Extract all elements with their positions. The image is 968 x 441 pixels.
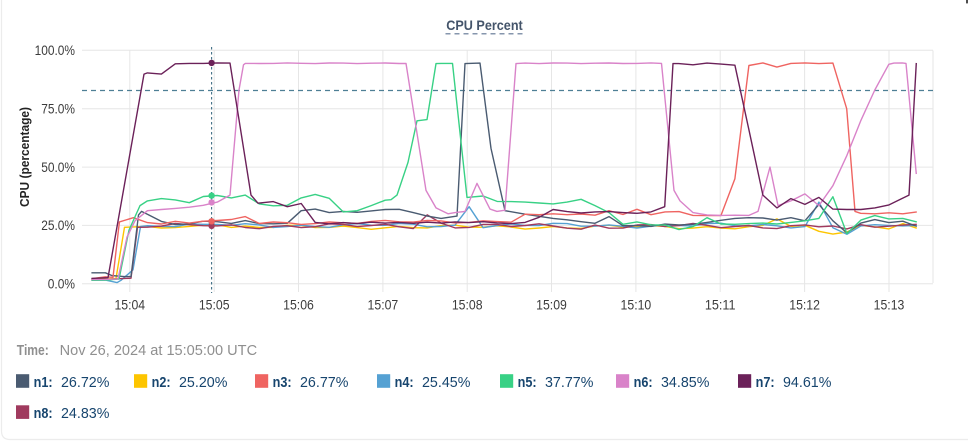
svg-text:15:05: 15:05 xyxy=(199,297,230,312)
svg-text:n3:: n3: xyxy=(273,375,292,391)
svg-text:0.0%: 0.0% xyxy=(48,277,75,292)
svg-text:CPU Percent: CPU Percent xyxy=(446,17,523,33)
svg-text:25.45%: 25.45% xyxy=(422,375,471,391)
svg-text:50.0%: 50.0% xyxy=(41,160,75,175)
svg-text:Time:: Time: xyxy=(17,343,49,359)
svg-text:15:09: 15:09 xyxy=(536,297,567,312)
svg-text:34.85%: 34.85% xyxy=(661,375,710,391)
svg-text:15:08: 15:08 xyxy=(452,297,483,312)
svg-text:n7:: n7: xyxy=(756,375,775,391)
svg-text:n6:: n6: xyxy=(634,375,653,391)
svg-text:15:12: 15:12 xyxy=(789,297,820,312)
svg-text:24.83%: 24.83% xyxy=(61,406,110,422)
svg-text:n4:: n4: xyxy=(395,375,414,391)
svg-text:n1:: n1: xyxy=(34,375,53,391)
svg-text:37.77%: 37.77% xyxy=(545,375,594,391)
svg-text:n5:: n5: xyxy=(518,375,537,391)
svg-text:n2:: n2: xyxy=(152,375,171,391)
svg-text:100.0%: 100.0% xyxy=(35,43,75,58)
svg-text:CPU (percentage): CPU (percentage) xyxy=(18,107,32,207)
svg-text:26.77%: 26.77% xyxy=(300,375,349,391)
svg-text:25.0%: 25.0% xyxy=(41,218,75,233)
svg-text:15:06: 15:06 xyxy=(283,297,314,312)
svg-text:15:07: 15:07 xyxy=(368,297,399,312)
svg-text:25.20%: 25.20% xyxy=(179,375,228,391)
svg-text:75.0%: 75.0% xyxy=(41,102,75,117)
svg-text:15:11: 15:11 xyxy=(705,297,736,312)
svg-text:15:10: 15:10 xyxy=(621,297,652,312)
svg-text:26.72%: 26.72% xyxy=(61,375,110,391)
svg-text:15:04: 15:04 xyxy=(114,297,145,312)
svg-text:n8:: n8: xyxy=(34,406,53,422)
svg-text:94.61%: 94.61% xyxy=(783,375,832,391)
svg-text:Nov 26, 2024 at 15:05:00 UTC: Nov 26, 2024 at 15:05:00 UTC xyxy=(60,343,258,359)
svg-text:15:13: 15:13 xyxy=(874,297,905,312)
